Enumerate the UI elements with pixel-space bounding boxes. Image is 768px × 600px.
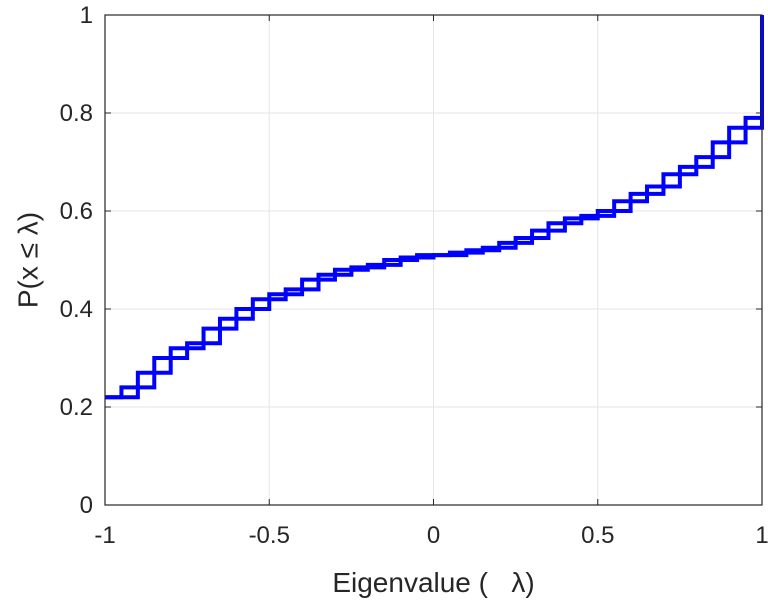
- x-tick-label-0: -1: [94, 522, 115, 549]
- y-tick-label-2: 0.4: [60, 296, 93, 323]
- series-layer: [105, 15, 764, 400]
- x-axis-label: Eigenvalue ( λ): [332, 567, 534, 598]
- x-tick-label-2: 0: [427, 522, 440, 549]
- series-0-lower-stairs: [105, 113, 764, 400]
- x-tick-label-3: 0.5: [581, 522, 614, 549]
- tick-labels: -1 -0.5 0 0.5 1 0 0.2 0.4 0.6 0.8 1: [60, 2, 768, 549]
- y-tick-label-0: 0: [80, 492, 93, 519]
- y-tick-label-5: 1: [80, 2, 93, 29]
- y-axis-label: P(x ≤ λ): [13, 212, 44, 308]
- y-tick-label-3: 0.6: [60, 198, 93, 225]
- y-tick-label-1: 0.2: [60, 394, 93, 421]
- x-tick-label-1: -0.5: [249, 522, 290, 549]
- x-tick-label-4: 1: [755, 522, 768, 549]
- y-tick-label-4: 0.8: [60, 100, 93, 127]
- axes: [104, 14, 763, 506]
